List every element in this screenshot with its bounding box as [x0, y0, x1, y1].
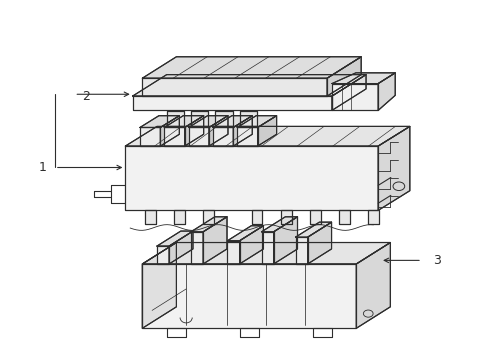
Polygon shape: [188, 127, 208, 146]
Polygon shape: [237, 127, 257, 146]
Polygon shape: [309, 210, 320, 224]
Polygon shape: [157, 231, 193, 246]
Polygon shape: [227, 226, 263, 241]
Polygon shape: [140, 127, 160, 146]
Polygon shape: [233, 116, 252, 146]
Polygon shape: [331, 84, 377, 111]
Polygon shape: [203, 217, 226, 264]
Polygon shape: [203, 210, 213, 224]
Polygon shape: [339, 210, 349, 224]
Text: 3: 3: [432, 254, 440, 267]
Polygon shape: [174, 210, 184, 224]
Text: 1: 1: [39, 161, 46, 174]
Polygon shape: [295, 237, 307, 264]
Polygon shape: [169, 231, 193, 264]
Polygon shape: [237, 116, 276, 127]
Polygon shape: [164, 116, 203, 127]
Polygon shape: [132, 75, 366, 96]
Polygon shape: [188, 116, 227, 127]
Polygon shape: [142, 78, 326, 96]
Polygon shape: [191, 111, 208, 126]
Polygon shape: [251, 210, 262, 224]
Polygon shape: [212, 127, 233, 146]
Polygon shape: [140, 116, 179, 127]
Polygon shape: [212, 116, 252, 127]
Polygon shape: [295, 222, 331, 237]
Polygon shape: [273, 217, 297, 264]
Polygon shape: [144, 210, 155, 224]
Polygon shape: [257, 116, 276, 146]
Polygon shape: [164, 127, 184, 146]
Polygon shape: [191, 232, 203, 264]
Polygon shape: [227, 241, 239, 264]
Polygon shape: [261, 232, 273, 264]
Polygon shape: [142, 243, 389, 264]
Polygon shape: [368, 210, 378, 224]
Polygon shape: [166, 111, 183, 126]
Polygon shape: [184, 116, 203, 146]
Polygon shape: [331, 73, 394, 84]
Polygon shape: [239, 111, 257, 126]
Polygon shape: [377, 126, 409, 210]
Polygon shape: [239, 226, 263, 264]
Polygon shape: [142, 264, 356, 328]
Polygon shape: [142, 243, 176, 328]
Polygon shape: [191, 217, 226, 232]
Polygon shape: [125, 146, 377, 210]
Polygon shape: [142, 57, 361, 78]
Polygon shape: [215, 111, 232, 126]
Polygon shape: [281, 210, 291, 224]
Polygon shape: [160, 116, 179, 146]
Polygon shape: [261, 217, 297, 232]
Polygon shape: [132, 96, 331, 111]
Polygon shape: [326, 57, 361, 96]
Polygon shape: [377, 73, 394, 111]
Polygon shape: [307, 222, 331, 264]
Polygon shape: [157, 246, 169, 264]
Polygon shape: [208, 116, 227, 146]
Polygon shape: [125, 126, 409, 146]
Text: 2: 2: [82, 90, 90, 103]
Polygon shape: [331, 75, 366, 111]
Polygon shape: [356, 243, 389, 328]
